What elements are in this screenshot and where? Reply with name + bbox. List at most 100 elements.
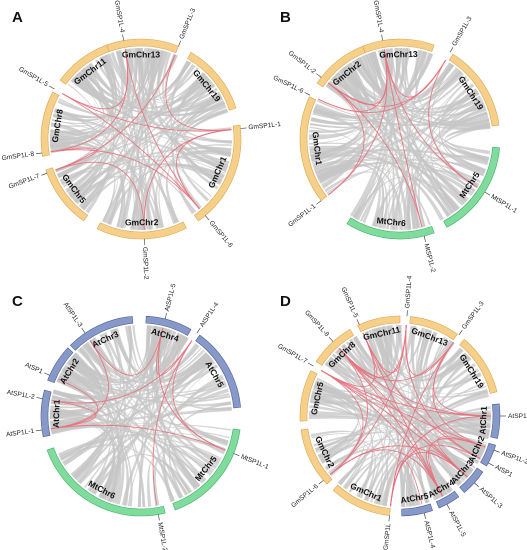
red-link xyxy=(50,147,98,171)
chromosome-atchr4 xyxy=(145,315,192,336)
gene-tick xyxy=(35,152,43,155)
gray-link xyxy=(69,339,112,384)
chromosome-gmchr11 xyxy=(357,315,401,333)
chromosome-gmchr13 xyxy=(103,38,179,54)
red-link xyxy=(50,149,200,209)
gray-link xyxy=(418,357,472,504)
gene-label: GmSP1L-3 xyxy=(451,15,474,47)
gene-label: GmSP1L-4 xyxy=(372,0,385,34)
gray-link xyxy=(341,51,383,101)
chromosome-label: MtChr6 xyxy=(376,215,406,228)
gray-link xyxy=(316,418,491,454)
red-link xyxy=(330,449,444,497)
red-link xyxy=(89,327,164,376)
gene-label: AtSP1L-1 xyxy=(508,413,527,420)
chromosome-gmchr8 xyxy=(315,328,354,366)
gray-link xyxy=(107,163,225,225)
synteny-links xyxy=(309,48,491,230)
chromosome-mtchr5 xyxy=(443,146,500,228)
chromosome-atchr4 xyxy=(435,490,460,509)
gray-link xyxy=(71,333,117,382)
chromosome-label: AtChr1 xyxy=(477,406,488,435)
gray-link xyxy=(80,63,196,210)
chromosome-gmchr1 xyxy=(332,484,391,516)
gene-label: GmSP1L-2 xyxy=(141,247,149,280)
gray-link xyxy=(325,84,468,203)
red-link xyxy=(165,54,232,131)
chromosome-atchr5 xyxy=(401,503,433,517)
chromosome-gmchr19 xyxy=(187,51,237,111)
gene-tick xyxy=(316,73,322,78)
gray-link xyxy=(343,52,433,101)
red-link xyxy=(152,340,193,506)
gene-tick xyxy=(49,85,55,90)
gene-tick xyxy=(446,504,451,510)
gene-tick xyxy=(388,515,390,522)
gene-label: AtSP1L-4 xyxy=(199,301,221,329)
gene-links xyxy=(50,49,232,230)
gray-link xyxy=(50,145,100,186)
gene-label: AtSP1L-3 xyxy=(62,301,84,329)
gene-label: AtSP1L-2 xyxy=(500,450,527,466)
chromosome-atchr1 xyxy=(40,389,52,438)
gray-link xyxy=(411,326,491,428)
red-link xyxy=(61,93,232,132)
gene-tick xyxy=(164,313,167,320)
gene-label: MtSP1L-2 xyxy=(156,522,168,550)
gene-tick xyxy=(44,372,50,376)
gray-link xyxy=(357,49,389,221)
gray-link xyxy=(181,365,228,445)
gray-link xyxy=(104,49,163,225)
chromosome-label: AtChr1 xyxy=(51,399,62,428)
gray-link xyxy=(54,54,178,119)
gene-tick xyxy=(41,172,48,176)
gene-label: GmSP1L-6 xyxy=(290,483,320,510)
chromosome-gmchr8 xyxy=(40,91,60,157)
gene-tick xyxy=(178,40,181,47)
gene-label: GmSP1L xyxy=(383,523,393,550)
gray-link xyxy=(136,48,152,230)
chromosome-gmchr1 xyxy=(193,124,242,222)
gene-label: GmSP1L-3 xyxy=(178,7,197,40)
gene-tick xyxy=(488,462,494,467)
gray-link xyxy=(425,332,491,425)
gene-label: GmSP1L-5 xyxy=(339,286,359,319)
chromosome-label: GmChr13 xyxy=(379,49,418,60)
gene-tick xyxy=(484,191,491,196)
gene-label: GmSP1L-8 xyxy=(303,309,330,338)
gene-tick xyxy=(356,319,360,325)
chromosome-atchr2 xyxy=(47,347,74,384)
gray-link xyxy=(407,328,429,507)
red-link xyxy=(330,348,368,475)
gene-label: AtSP1L-5 xyxy=(447,510,467,538)
chromosome-gmchr11 xyxy=(59,44,110,85)
red-link xyxy=(390,460,423,507)
gene-tick xyxy=(308,362,314,367)
gene-tick xyxy=(328,337,334,342)
gray-link xyxy=(316,164,381,227)
chromosome-label: GmChr2 xyxy=(125,217,159,227)
gene-label: GmSP1L-4 xyxy=(404,275,413,308)
gene-label: GmSP1L-3 xyxy=(461,300,486,331)
gray-link xyxy=(50,54,117,134)
panel-a: AGmChr13GmChr19GmChr1GmChr2GmChr5GmChr8G… xyxy=(1,0,281,280)
gray-link xyxy=(356,57,452,101)
gene-label: AtSP1L-5 xyxy=(164,283,178,312)
gray-link xyxy=(50,129,102,198)
chromosome-label: AtChr5 xyxy=(400,491,430,506)
chromosome-atchr3 xyxy=(69,316,134,351)
gray-link xyxy=(161,330,199,378)
synteny-links xyxy=(50,48,232,230)
gene-label: GmSP1L-1 xyxy=(287,203,317,229)
panel-letter: B xyxy=(280,9,291,26)
gene-label: GmSP1L-6 xyxy=(272,74,305,95)
gray-link xyxy=(371,52,416,229)
gray-link xyxy=(58,373,229,444)
gray-link xyxy=(82,344,201,487)
red-link xyxy=(362,332,481,460)
gene-tick xyxy=(423,235,426,242)
gray-link xyxy=(379,326,463,379)
chromosome-gmchr1 xyxy=(299,96,328,201)
gray-link xyxy=(428,448,472,493)
